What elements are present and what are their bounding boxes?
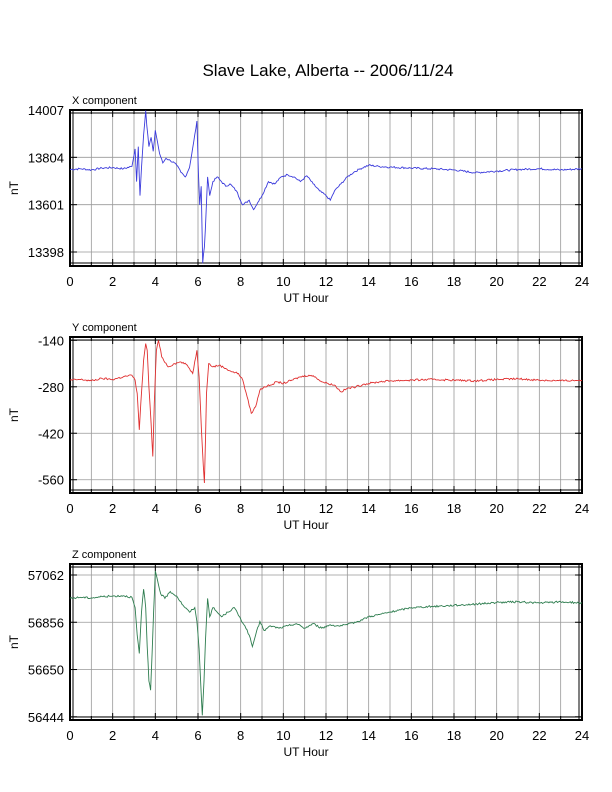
x-tick-label: 18 bbox=[447, 274, 461, 289]
y-tick-label: 14007 bbox=[28, 103, 64, 118]
y-tick-label: 13398 bbox=[28, 245, 64, 260]
x-tick-label: 16 bbox=[404, 501, 418, 516]
panel-label: X component bbox=[72, 95, 137, 107]
y-tick-label: 13804 bbox=[28, 150, 64, 165]
x-tick-label: 20 bbox=[489, 274, 503, 289]
x-tick-label: 24 bbox=[575, 274, 589, 289]
series-line bbox=[69, 110, 583, 264]
x-tick-label: 8 bbox=[237, 501, 244, 516]
x-tick-label: 24 bbox=[575, 728, 589, 743]
y-axis-label: nT bbox=[7, 180, 21, 195]
x-tick-label: 14 bbox=[361, 501, 375, 516]
x-tick-label: 0 bbox=[66, 728, 73, 743]
panel-label: Y component bbox=[72, 322, 137, 334]
x-tick-label: 4 bbox=[152, 274, 159, 289]
x-tick-label: 0 bbox=[66, 501, 73, 516]
panel-label: Z component bbox=[72, 549, 136, 561]
x-tick-label: 22 bbox=[532, 274, 546, 289]
x-tick-label: 16 bbox=[404, 274, 418, 289]
y-tick-label: -560 bbox=[38, 473, 64, 488]
x-tick-label: 4 bbox=[152, 728, 159, 743]
y-tick-label: 13601 bbox=[28, 198, 64, 213]
grid bbox=[70, 109, 582, 266]
x-tick-label: 8 bbox=[237, 274, 244, 289]
x-tick-label: 10 bbox=[276, 728, 290, 743]
x-tick-label: 18 bbox=[447, 501, 461, 516]
y-tick-label: -280 bbox=[38, 380, 64, 395]
x-tick-label: 22 bbox=[532, 728, 546, 743]
x-tick-label: 6 bbox=[194, 501, 201, 516]
x-tick-label: 20 bbox=[489, 501, 503, 516]
grid bbox=[70, 337, 582, 493]
series-line bbox=[69, 570, 583, 716]
x-tick-label: 0 bbox=[66, 274, 73, 289]
y-axis-label: nT bbox=[7, 634, 21, 649]
x-tick-label: 12 bbox=[319, 728, 333, 743]
x-tick-label: 10 bbox=[276, 501, 290, 516]
x-tick-label: 2 bbox=[109, 501, 116, 516]
x-tick-label: 6 bbox=[194, 728, 201, 743]
x-tick-label: 24 bbox=[575, 501, 589, 516]
series-line bbox=[69, 340, 583, 484]
y-tick-label: 57062 bbox=[28, 568, 64, 583]
x-axis-label: UT Hour bbox=[283, 291, 328, 305]
x-tick-label: 10 bbox=[276, 274, 290, 289]
y-tick-label: -140 bbox=[38, 333, 64, 348]
x-tick-label: 14 bbox=[361, 274, 375, 289]
x-tick-label: 4 bbox=[152, 501, 159, 516]
y-tick-label: 56444 bbox=[28, 710, 64, 725]
x-tick-label: 22 bbox=[532, 501, 546, 516]
x-tick-label: 20 bbox=[489, 728, 503, 743]
y-axis-label: nT bbox=[7, 407, 21, 422]
y-tick-label: 56856 bbox=[28, 615, 64, 630]
figure-title: Slave Lake, Alberta -- 2006/11/24 bbox=[202, 61, 453, 80]
x-tick-label: 18 bbox=[447, 728, 461, 743]
x-tick-label: 12 bbox=[319, 501, 333, 516]
x-tick-label: 2 bbox=[109, 274, 116, 289]
x-axis-label: UT Hour bbox=[283, 518, 328, 532]
x-tick-label: 6 bbox=[194, 274, 201, 289]
y-tick-label: -420 bbox=[38, 426, 64, 441]
x-tick-label: 12 bbox=[319, 274, 333, 289]
y-tick-label: 56650 bbox=[28, 663, 64, 678]
x-tick-label: 8 bbox=[237, 728, 244, 743]
x-tick-label: 2 bbox=[109, 728, 116, 743]
x-tick-label: 16 bbox=[404, 728, 418, 743]
x-tick-label: 14 bbox=[361, 728, 375, 743]
x-axis-label: UT Hour bbox=[283, 745, 328, 759]
